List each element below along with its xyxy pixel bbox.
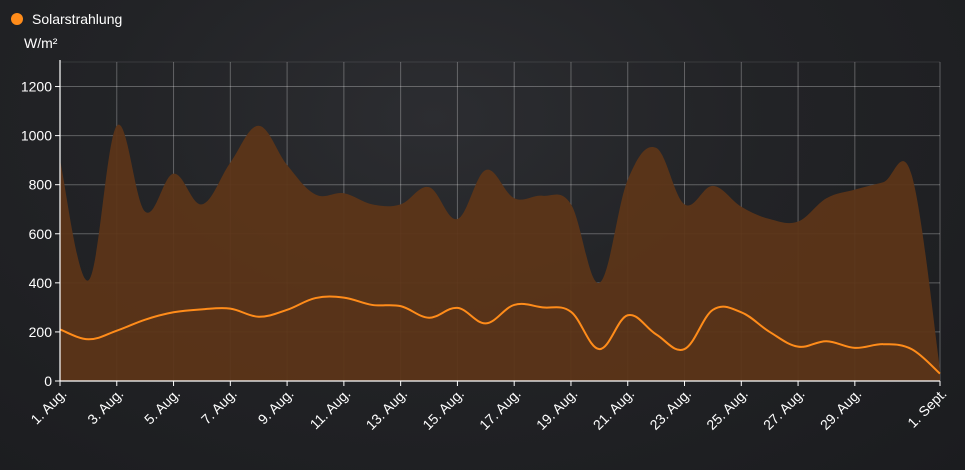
x-tick-label: 1. Aug. [27, 385, 69, 427]
x-tick-labels: 1. Aug. 3. Aug. 5. Aug. 7. Aug. 9. Aug. 11. A… [27, 385, 949, 433]
y-tick-label: 1000 [21, 128, 52, 144]
y-tick-label: 400 [29, 275, 53, 291]
max-area [60, 124, 940, 382]
x-tick-label: 7. Aug. [198, 385, 240, 427]
legend-label-solarstrahlung: Solarstrahlung [32, 11, 122, 27]
x-tick-label: 1. Sept. [904, 385, 949, 430]
series-line-solarstrahlung[interactable] [59, 295, 941, 375]
axes [55, 60, 941, 386]
x-tick-label: 29. Aug. [817, 385, 865, 433]
x-tick-label: 21. Aug. [590, 385, 638, 433]
y-axis-unit-label: W/m² [24, 35, 58, 51]
x-tick-label: 15. Aug. [419, 385, 467, 433]
x-tick-label: 13. Aug. [363, 385, 411, 433]
y-tick-labels: 0 200 400 600 800 1000 1200 [21, 79, 52, 389]
y-tick-label: 600 [29, 226, 53, 242]
y-tick-label: 1200 [21, 79, 52, 95]
legend[interactable]: Solarstrahlung [11, 11, 122, 27]
x-tick-label: 5. Aug. [141, 385, 183, 427]
x-tick-label: 17. Aug. [476, 385, 524, 433]
y-tick-label: 800 [29, 177, 53, 193]
x-tick-label: 25. Aug. [703, 385, 751, 433]
line-layer [59, 295, 941, 375]
x-tick-label: 11. Aug. [307, 385, 354, 432]
x-tick-label: 27. Aug. [760, 385, 808, 433]
x-tick-label: 19. Aug. [533, 385, 581, 433]
legend-swatch-solarstrahlung [11, 13, 23, 25]
x-tick-label: 3. Aug. [84, 385, 126, 427]
y-tick-label: 0 [44, 373, 52, 389]
x-tick-label: 23. Aug. [646, 385, 694, 433]
x-tick-label: 9. Aug. [255, 385, 297, 427]
y-tick-label: 200 [29, 324, 53, 340]
max-area-layer [60, 124, 940, 382]
